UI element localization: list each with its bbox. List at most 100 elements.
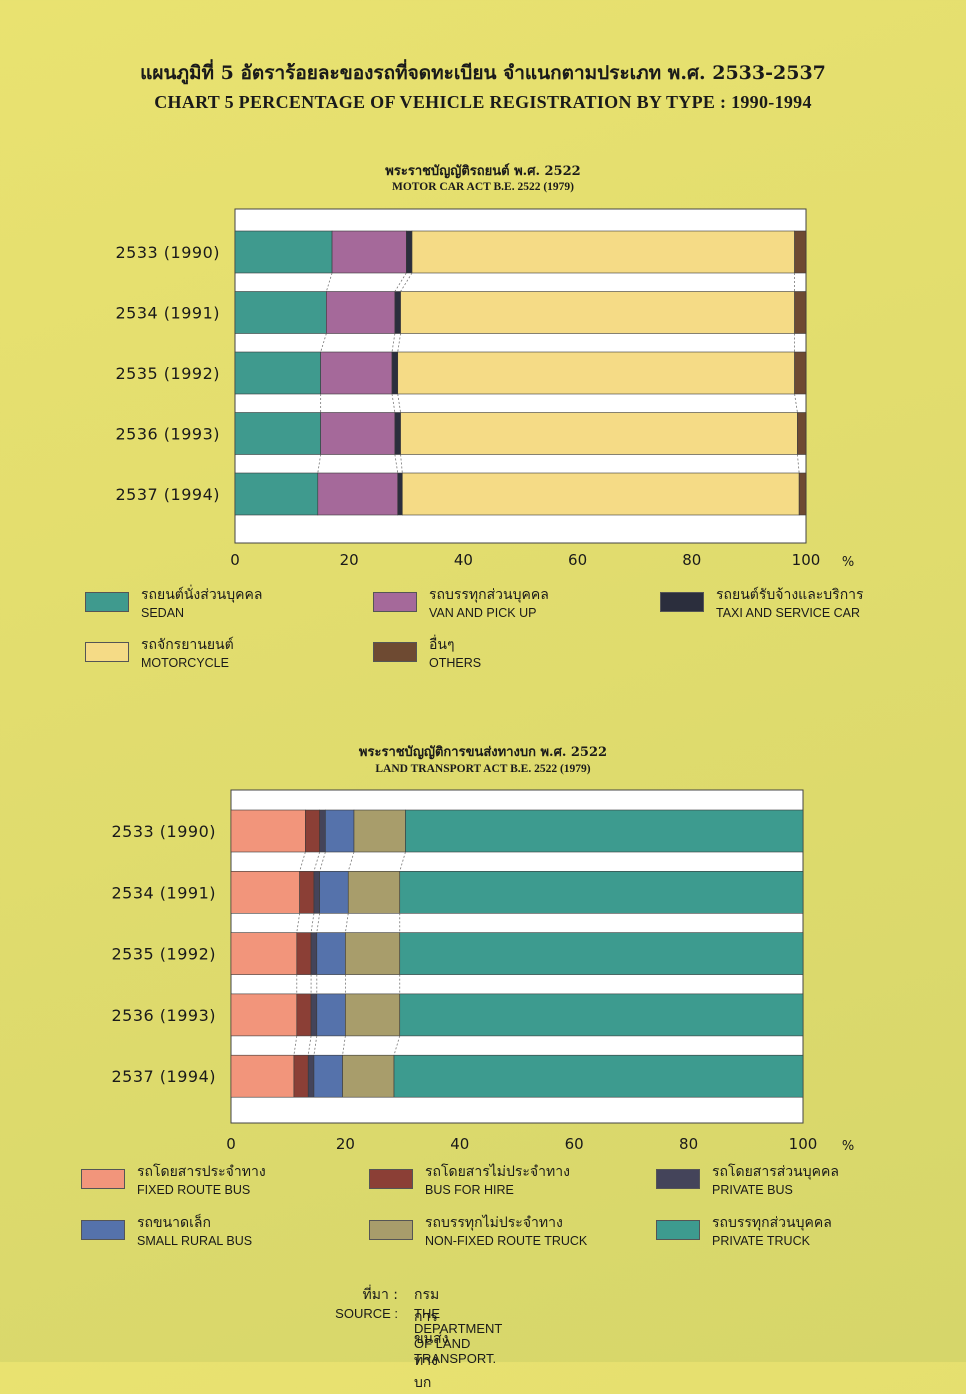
- chart1-connector-line: [397, 393, 401, 413]
- legend-swatch: [373, 592, 417, 612]
- chart1-connector-line: [320, 333, 327, 353]
- chart2-category-label: 2535 (1992): [111, 945, 216, 964]
- chart2-bar-bus-for-hire-4: [296, 993, 312, 1037]
- chart2-bar-private-truck-3: [399, 932, 804, 975]
- legend-swatch: [81, 1220, 125, 1240]
- chart2-category-label: 2534 (1991): [111, 883, 216, 902]
- chart2-bar-small-rural-bus-1: [325, 809, 355, 853]
- chart1-connector-line: [400, 454, 403, 474]
- chart1-bar-taxi-and-service-car-4: [394, 412, 401, 455]
- chart2-connector-line: [293, 1035, 298, 1056]
- chart2-bar-small-rural-bus-2: [319, 870, 349, 914]
- chart1-x-tick-label: 60: [568, 551, 587, 569]
- chart1-bar-taxi-and-service-car-1: [405, 230, 413, 274]
- chart2-bar-small-rural-bus-3: [316, 932, 346, 975]
- legend-label-thai: รถยนต์รับจ้างและบริการ: [716, 587, 864, 603]
- legend-label-english: NON-FIXED ROUTE TRUCK: [425, 1234, 588, 1248]
- legend-label-thai: รถบรรทุกไม่ประจำทาง: [425, 1215, 563, 1231]
- chart2-connector-line: [393, 1035, 401, 1056]
- legend-swatch: [656, 1169, 700, 1189]
- chart2-connector-line: [342, 1035, 346, 1056]
- chart2-connector-line: [316, 913, 321, 933]
- chart1-bar-motorcycle-2: [400, 291, 795, 334]
- legend-label-english: MOTORCYCLE: [141, 656, 229, 670]
- chart2-bar-fixed-route-bus-4: [230, 993, 298, 1037]
- legend-label-thai: รถขนาดเล็ก: [137, 1215, 211, 1231]
- legend-swatch: [369, 1169, 413, 1189]
- charts-canvas: 2533 (1990) 2534 (1991) 2535 (1992) 2536 (1…: [111, 208, 854, 1154]
- chart2-x-tick-label: 80: [679, 1135, 698, 1153]
- chart2-bar-small-rural-bus-4: [316, 993, 346, 1037]
- chart2-bar-private-truck-1: [405, 809, 804, 853]
- chart1-connector-line: [317, 454, 322, 474]
- chart1-bar-others-1: [794, 230, 807, 274]
- chart2-legend-item-bus-for-hire: รถโดยสารไม่ประจำทาง BUS FOR HIRE: [369, 1163, 570, 1199]
- chart1-x-tick-label: 100: [792, 551, 821, 569]
- chart2-legend-item-fixed-route-bus: รถโดยสารประจำทาง FIXED ROUTE BUS: [81, 1163, 266, 1199]
- chart1-connector-line: [391, 393, 396, 413]
- legend-label-thai: รถโดยสารประจำทาง: [137, 1164, 266, 1180]
- legend-label-thai: รถโดยสารส่วนบุคคล: [712, 1164, 839, 1180]
- chart2-x-tick-label: 100: [789, 1135, 818, 1153]
- legend-label-english: PRIVATE BUS: [712, 1183, 793, 1197]
- chart2-title-thai: พระราชบัญญัติการขนส่งทางบก พ.ศ. 2522: [358, 745, 608, 760]
- legend-label-english: SEDAN: [141, 606, 185, 620]
- legend-label-english: TAXI AND SERVICE CAR: [716, 606, 861, 620]
- chart1-title-thai: พระราชบัญญัติรถยนต์ พ.ศ. 2522: [385, 164, 581, 179]
- chart2-x-tick-label: 20: [336, 1135, 355, 1153]
- chart2-bar-private-bus-2: [313, 870, 320, 914]
- legend-label-thai: รถยนต์นั่งส่วนบุคคล: [141, 587, 263, 603]
- source-label-english: SOURCE :: [335, 1306, 398, 1321]
- chart2-connector-line: [307, 1035, 312, 1056]
- chart2-x-unit-label: %: [842, 1139, 854, 1154]
- chart2-bar-bus-for-hire-1: [305, 809, 320, 853]
- legend-label-thai: อื่นๆ: [429, 637, 455, 653]
- chart2-bar-non-fixed-route-truck-2: [347, 870, 401, 914]
- chart1-bar-sedan-1: [234, 230, 333, 274]
- source-label-thai: ที่มา :: [362, 1287, 399, 1303]
- chart2-legend-item-small-rural-bus: รถขนาดเล็ก SMALL RURAL BUS: [81, 1214, 252, 1250]
- chart1-connector-line: [325, 272, 333, 292]
- chart1-bar-others-4: [797, 412, 807, 455]
- legend-label-thai: รถจักรยานยนต์: [141, 637, 234, 653]
- chart2-legend-item-private-bus: รถโดยสารส่วนบุคคล PRIVATE BUS: [656, 1163, 839, 1199]
- chart1-legend-item-motorcycle: รถจักรยานยนต์ MOTORCYCLE: [85, 636, 234, 672]
- chart1-category-label: 2536 (1993): [115, 425, 220, 444]
- chart2-bar-small-rural-bus-5: [313, 1054, 343, 1098]
- chart2-bar-non-fixed-route-truck-5: [342, 1054, 395, 1098]
- legend-swatch: [660, 592, 704, 612]
- chart1-bar-sedan-2: [234, 291, 327, 334]
- chart2-bar-private-bus-1: [319, 809, 326, 853]
- legend-swatch: [85, 592, 129, 612]
- chart1-x-tick-label: 20: [340, 551, 359, 569]
- chart1-bar-motorcycle-5: [402, 472, 800, 516]
- chart1-bar-taxi-and-service-car-5: [397, 472, 403, 516]
- chart1-connector-line: [394, 454, 399, 474]
- chart2-connector-line: [299, 851, 306, 872]
- chart2-connector-line: [313, 851, 321, 872]
- legend-swatch: [81, 1169, 125, 1189]
- legend-swatch: [373, 642, 417, 662]
- legend-label-thai: รถบรรทุกส่วนบุคคล: [429, 587, 549, 603]
- legend-label-english: PRIVATE TRUCK: [712, 1234, 810, 1248]
- chart1-x-tick-label: 40: [454, 551, 473, 569]
- chart1-x-tick-label: 0: [230, 551, 240, 569]
- chart-title-thai: แผนภูมิที่ 5 อัตราร้อยละของรถที่จดทะเบีย…: [140, 62, 826, 84]
- chart1-bar-motorcycle-4: [400, 412, 798, 455]
- chart2-bar-bus-for-hire-5: [293, 1054, 309, 1098]
- legend-label-english: VAN AND PICK UP: [429, 606, 537, 620]
- chart2-bar-fixed-route-bus-3: [230, 932, 298, 975]
- chart2-connector-line: [319, 851, 326, 872]
- legend-label-english: FIXED ROUTE BUS: [137, 1183, 251, 1197]
- chart2-x-tick-label: 60: [565, 1135, 584, 1153]
- chart1-subtitle: MOTOR CAR ACT B.E. 2522 (1979): [392, 181, 574, 193]
- chart2-connector-line: [399, 851, 406, 872]
- legend-label-english: SMALL RURAL BUS: [137, 1234, 253, 1248]
- chart2-bar-private-truck-5: [393, 1054, 804, 1098]
- chart2-bar-private-truck-2: [399, 870, 804, 914]
- chart2-bar-private-bus-5: [307, 1054, 315, 1098]
- chart1-connector-line: [797, 454, 800, 474]
- legend-swatch: [85, 642, 129, 662]
- chart1-bar-van-and-pick-up-3: [320, 351, 393, 395]
- chart2-category-label: 2537 (1994): [111, 1067, 216, 1086]
